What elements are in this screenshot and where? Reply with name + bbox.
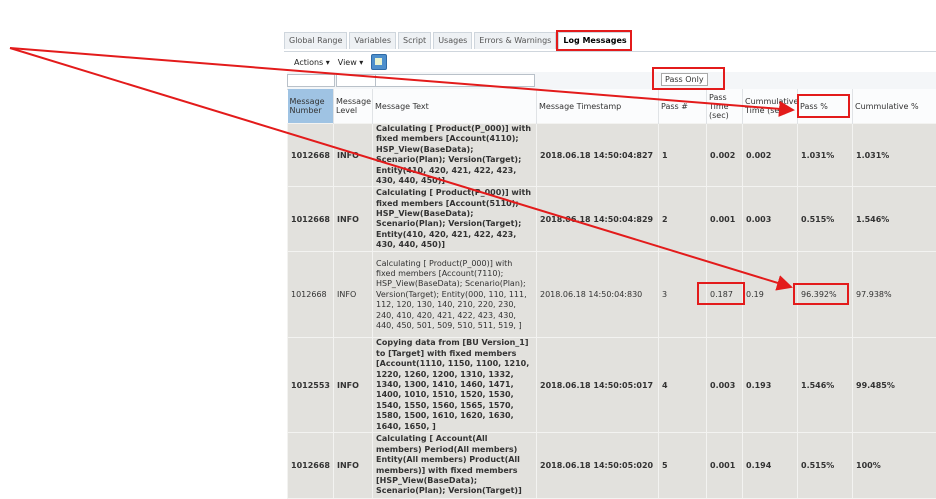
arrow-to-pass-percent-header xyxy=(10,48,793,110)
arrow-to-pass-percent-value xyxy=(10,48,791,287)
